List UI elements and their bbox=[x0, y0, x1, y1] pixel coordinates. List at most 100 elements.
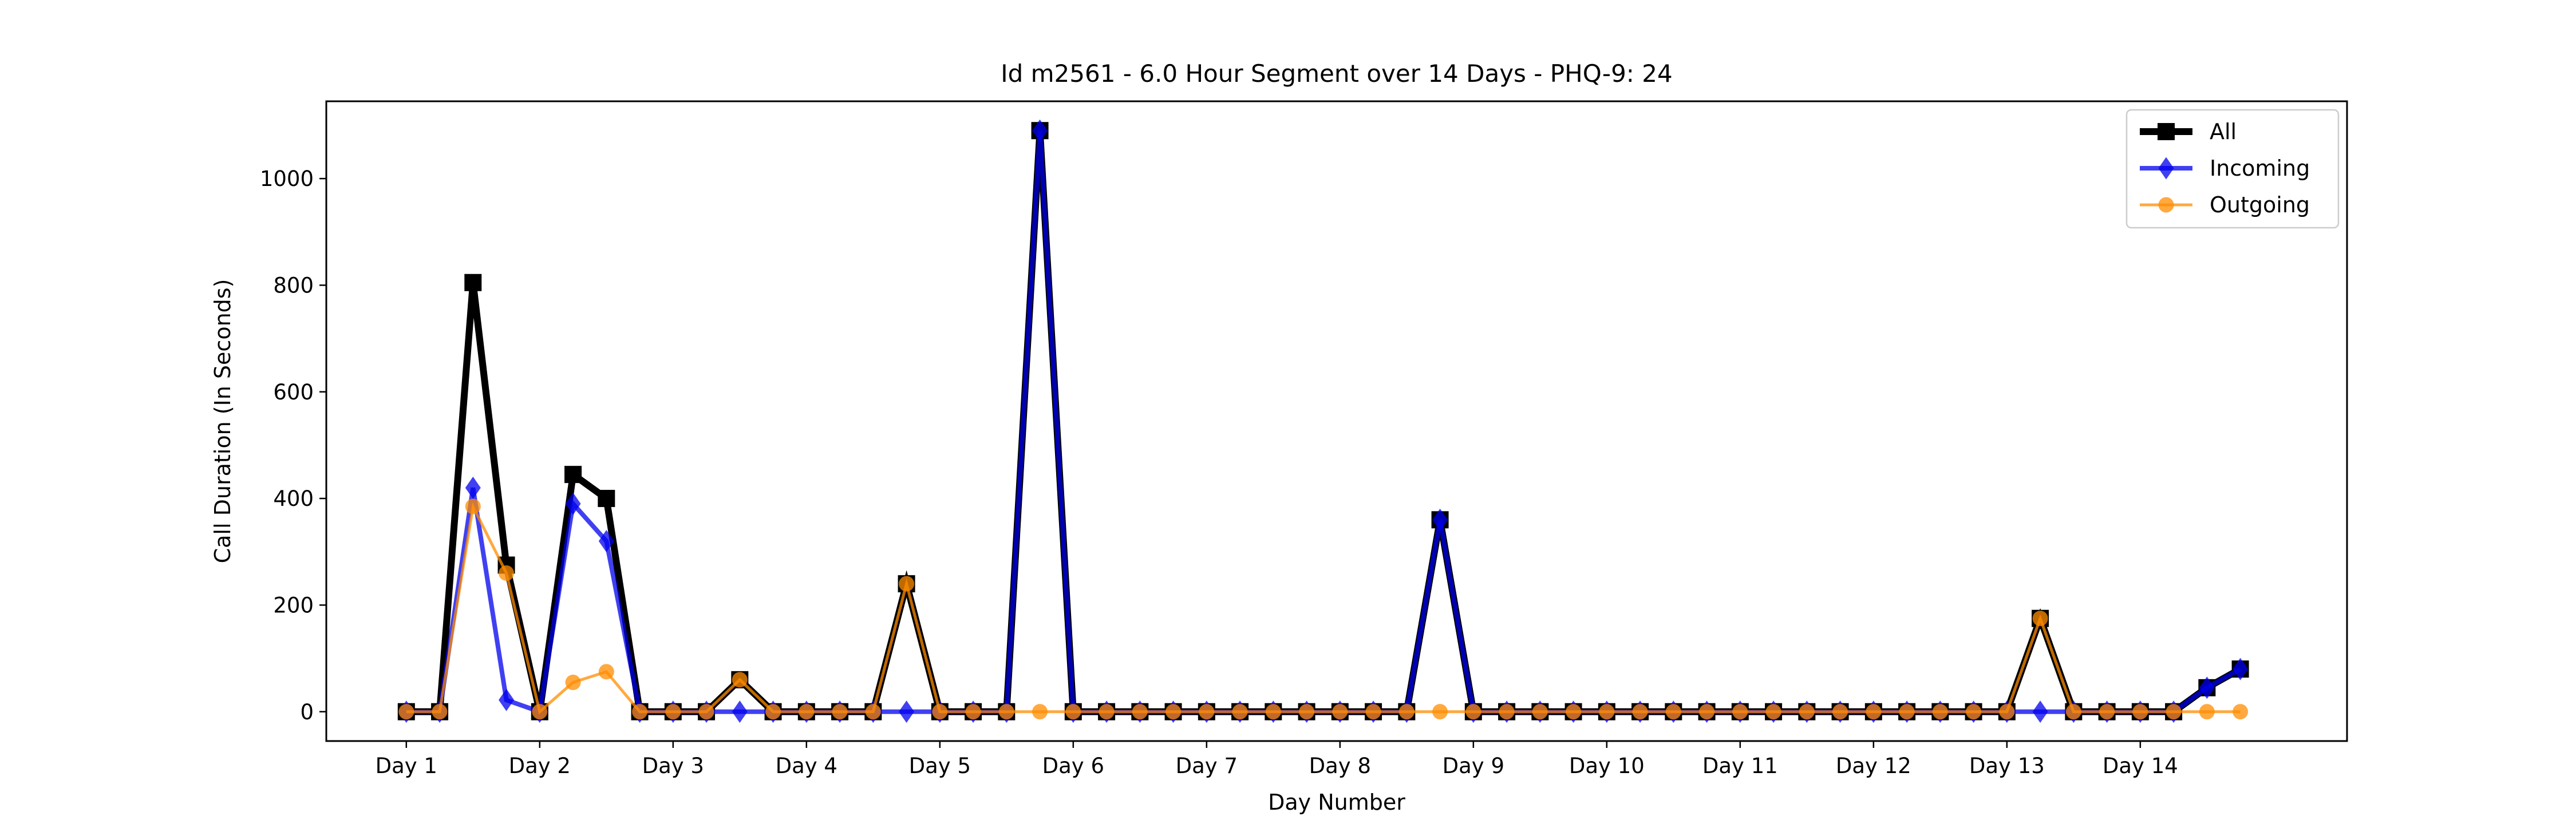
data-point-outgoing bbox=[632, 704, 648, 720]
data-point-outgoing bbox=[1899, 704, 1915, 720]
plot-area bbox=[397, 119, 2249, 723]
data-point-outgoing bbox=[1165, 704, 1182, 720]
data-point-outgoing bbox=[2032, 611, 2048, 627]
data-point-outgoing bbox=[965, 704, 981, 720]
data-point-outgoing bbox=[2065, 704, 2081, 720]
series-line-incoming bbox=[406, 130, 2242, 715]
data-point-all bbox=[464, 274, 482, 291]
x-tick-label: Day 13 bbox=[1969, 754, 2045, 778]
data-point-outgoing bbox=[2199, 704, 2215, 720]
data-point-outgoing bbox=[465, 498, 481, 514]
data-point-outgoing bbox=[1699, 704, 1715, 720]
data-point-outgoing bbox=[1732, 704, 1748, 720]
data-point-incoming bbox=[565, 492, 581, 515]
x-tick-label: Day 1 bbox=[376, 754, 437, 778]
legend-marker-outgoing bbox=[2158, 197, 2174, 213]
data-point-outgoing bbox=[398, 704, 414, 720]
y-tick-label: 800 bbox=[273, 273, 314, 298]
data-point-outgoing bbox=[1599, 704, 1615, 720]
data-point-outgoing bbox=[1199, 704, 1215, 720]
x-tick-label: Day 3 bbox=[642, 754, 704, 778]
y-tick-label: 400 bbox=[273, 486, 314, 511]
legend-item-all: All bbox=[2140, 119, 2237, 144]
legend-marker-all bbox=[2158, 123, 2175, 140]
data-point-outgoing bbox=[1532, 704, 1548, 720]
axis-ticks: 0 200 400 600 800 1000 Day 1 Day 2 Day 3 Day 4 Day… bbox=[260, 167, 2178, 778]
data-point-outgoing bbox=[1966, 704, 1982, 720]
series-outgoing bbox=[398, 498, 2249, 720]
data-point-outgoing bbox=[1365, 704, 1381, 720]
data-point-outgoing bbox=[2132, 704, 2148, 720]
legend-box bbox=[2125, 109, 2340, 229]
x-tick-label: Day 7 bbox=[1176, 754, 1238, 778]
data-point-outgoing bbox=[1232, 704, 1248, 720]
data-point-outgoing bbox=[532, 704, 548, 720]
x-tick-label: Day 2 bbox=[509, 754, 571, 778]
data-point-outgoing bbox=[698, 704, 714, 720]
data-point-incoming bbox=[732, 700, 748, 723]
data-point-outgoing bbox=[932, 704, 948, 720]
x-axis-label: Day Number bbox=[1268, 790, 1405, 815]
y-axis-label: Call Duration (In Seconds) bbox=[210, 279, 235, 564]
data-point-outgoing bbox=[1799, 704, 1815, 720]
data-point-outgoing bbox=[2099, 704, 2115, 720]
y-tick-label: 600 bbox=[273, 380, 314, 405]
data-point-all bbox=[564, 466, 582, 484]
data-point-outgoing bbox=[1332, 704, 1348, 720]
data-point-incoming bbox=[1032, 119, 1048, 142]
data-point-outgoing bbox=[1432, 704, 1448, 720]
data-point-outgoing bbox=[1465, 704, 1481, 720]
plot-frame bbox=[325, 100, 2348, 742]
data-point-outgoing bbox=[1065, 704, 1081, 720]
x-tick-label: Day 11 bbox=[1702, 754, 1778, 778]
data-point-outgoing bbox=[1132, 704, 1148, 720]
data-point-outgoing bbox=[1265, 704, 1281, 720]
data-point-outgoing bbox=[1632, 704, 1648, 720]
y-tick-label: 200 bbox=[273, 593, 314, 617]
y-tick-label: 0 bbox=[300, 700, 314, 724]
legend-item-incoming: Incoming bbox=[2140, 156, 2310, 181]
data-point-outgoing bbox=[998, 704, 1014, 720]
series-incoming bbox=[398, 119, 2249, 723]
data-point-incoming bbox=[598, 530, 614, 553]
data-point-outgoing bbox=[1999, 704, 2015, 720]
data-point-incoming bbox=[465, 476, 481, 499]
data-point-outgoing bbox=[1566, 704, 1582, 720]
data-point-all bbox=[598, 490, 615, 508]
data-point-outgoing bbox=[665, 704, 681, 720]
data-point-outgoing bbox=[1398, 704, 1415, 720]
legend-item-outgoing: Outgoing bbox=[2140, 192, 2310, 217]
data-point-outgoing bbox=[1866, 704, 1882, 720]
x-tick-label: Day 14 bbox=[2103, 754, 2178, 778]
data-point-outgoing bbox=[499, 565, 515, 581]
data-point-outgoing bbox=[1832, 704, 1848, 720]
data-point-outgoing bbox=[865, 704, 881, 720]
legend-label-all: All bbox=[2210, 119, 2237, 144]
data-point-outgoing bbox=[2166, 704, 2182, 720]
legend: All Incoming Outgoing bbox=[2125, 109, 2340, 229]
data-point-outgoing bbox=[2233, 704, 2249, 720]
series-line-all bbox=[406, 130, 2242, 715]
x-tick-label: Day 10 bbox=[1569, 754, 1645, 778]
data-point-outgoing bbox=[565, 675, 581, 691]
data-point-outgoing bbox=[1099, 704, 1115, 720]
legend-label-incoming: Incoming bbox=[2210, 156, 2310, 181]
y-tick-label: 1000 bbox=[260, 167, 314, 191]
series-line-outgoing bbox=[406, 502, 2241, 715]
chart-title: Id m2561 - 6.0 Hour Segment over 14 Days… bbox=[1001, 60, 1673, 88]
x-tick-label: Day 9 bbox=[1443, 754, 1504, 778]
data-point-outgoing bbox=[1032, 704, 1048, 720]
data-point-outgoing bbox=[598, 664, 614, 680]
data-point-outgoing bbox=[432, 704, 448, 720]
x-tick-label: Day 5 bbox=[909, 754, 971, 778]
data-point-outgoing bbox=[832, 704, 848, 720]
data-point-outgoing bbox=[1665, 704, 1681, 720]
x-tick-label: Day 12 bbox=[1836, 754, 1911, 778]
data-point-outgoing bbox=[765, 704, 781, 720]
data-point-incoming bbox=[1432, 508, 1448, 531]
data-point-outgoing bbox=[1499, 704, 1515, 720]
x-tick-label: Day 4 bbox=[776, 754, 837, 778]
data-point-incoming bbox=[899, 700, 915, 723]
x-tick-label: Day 8 bbox=[1309, 754, 1371, 778]
